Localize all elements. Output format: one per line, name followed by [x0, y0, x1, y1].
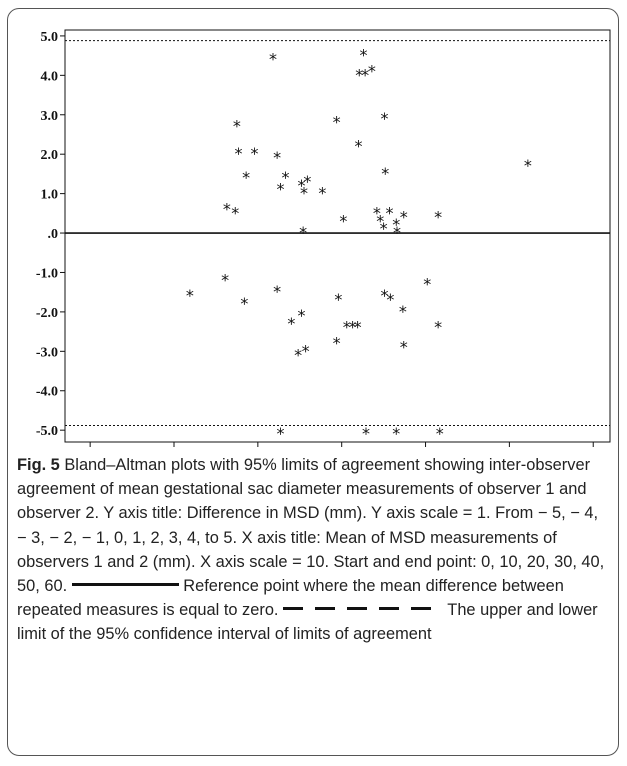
reference-lines: [65, 40, 610, 426]
data-point: *: [393, 223, 401, 242]
data-point: *: [380, 219, 388, 238]
data-point: *: [376, 211, 384, 230]
data-point: *: [231, 203, 239, 222]
y-tick-label: -1.0: [36, 266, 58, 281]
data-point: *: [434, 318, 442, 337]
data-point: *: [186, 286, 194, 305]
data-point: *: [303, 172, 311, 191]
data-point: *: [354, 136, 362, 155]
data-point: *: [287, 314, 295, 333]
data-point: *: [381, 164, 389, 183]
data-point: *: [282, 168, 290, 187]
y-tick-label: -3.0: [36, 345, 58, 360]
data-point: *: [399, 302, 407, 321]
figure-caption: Fig. 5 Bland–Altman plots with 95% limit…: [17, 453, 612, 647]
data-point: *: [269, 50, 277, 69]
data-point: *: [333, 113, 341, 132]
data-point: *: [355, 65, 363, 84]
data-point: *: [318, 184, 326, 203]
data-point: *: [297, 176, 305, 195]
dashed-legend-text: The upper and lower limit of the 95% con…: [17, 601, 598, 644]
data-point: *: [361, 65, 369, 84]
data-point: *: [221, 270, 229, 289]
dashed-line-legend-icon: [283, 607, 444, 611]
data-point: *: [354, 318, 362, 337]
data-point: *: [273, 148, 281, 167]
data-point: *: [294, 345, 302, 364]
data-point: *: [524, 156, 532, 175]
data-points: * ***** * ** * *** ** ** *** ** * * ******* **** ** * **…: [186, 46, 532, 443]
data-point: *: [380, 109, 388, 128]
data-point: *: [235, 144, 243, 163]
y-tick-label: .0: [48, 227, 59, 242]
data-point: *: [242, 168, 250, 187]
data-point: *: [359, 46, 367, 65]
solid-legend-text: Reference point where the mean differenc…: [17, 577, 564, 620]
data-point: *: [392, 215, 400, 234]
bland-altman-plot: 5.04.03.02.01.0.0-1.0-2.0-3.0-4.0-5.0.01…: [36, 29, 611, 447]
data-point: *: [302, 341, 310, 360]
y-tick-label: -4.0: [36, 385, 58, 400]
data-point: *: [250, 144, 258, 163]
data-point: *: [400, 207, 408, 226]
figure-frame: [7, 8, 619, 756]
data-point: *: [349, 318, 357, 337]
data-point: *: [297, 306, 305, 325]
y-tick-label: 2.0: [41, 148, 59, 163]
data-point: *: [392, 424, 400, 443]
y-tick-label: 3.0: [41, 109, 59, 124]
data-point: *: [343, 318, 351, 337]
data-point: *: [273, 282, 281, 301]
data-point: *: [276, 180, 284, 199]
y-tick-label: 1.0: [41, 188, 59, 203]
data-point: *: [339, 211, 347, 230]
plot-area-frame: [64, 29, 611, 443]
y-tick-label: -2.0: [36, 306, 58, 321]
data-point: *: [400, 337, 408, 356]
y-tick-label: 4.0: [41, 69, 59, 84]
data-point: *: [385, 203, 393, 222]
data-point: *: [233, 117, 241, 136]
data-point: *: [368, 61, 376, 80]
data-point: *: [380, 286, 388, 305]
solid-line-legend-icon: [71, 583, 179, 587]
data-point: *: [299, 223, 307, 242]
caption-main-text: Bland–Altman plots with 95% limits of ag…: [17, 456, 605, 596]
y-tick-label: -5.0: [36, 424, 58, 439]
data-point: *: [386, 290, 394, 309]
data-point: *: [240, 294, 248, 313]
data-point: *: [362, 424, 370, 443]
data-point: *: [333, 333, 341, 352]
data-point: *: [300, 184, 308, 203]
data-point: *: [223, 199, 231, 218]
data-point: *: [423, 274, 431, 293]
figure-label: Fig. 5: [17, 456, 60, 474]
data-point: *: [334, 290, 342, 309]
data-point: *: [373, 203, 381, 222]
y-tick-label: 5.0: [41, 30, 59, 45]
data-point: *: [276, 424, 284, 443]
data-point: *: [434, 207, 442, 226]
axis-ticks: 5.04.03.02.01.0.0-1.0-2.0-3.0-4.0-5.0.01…: [36, 30, 594, 447]
data-point: *: [436, 424, 444, 443]
